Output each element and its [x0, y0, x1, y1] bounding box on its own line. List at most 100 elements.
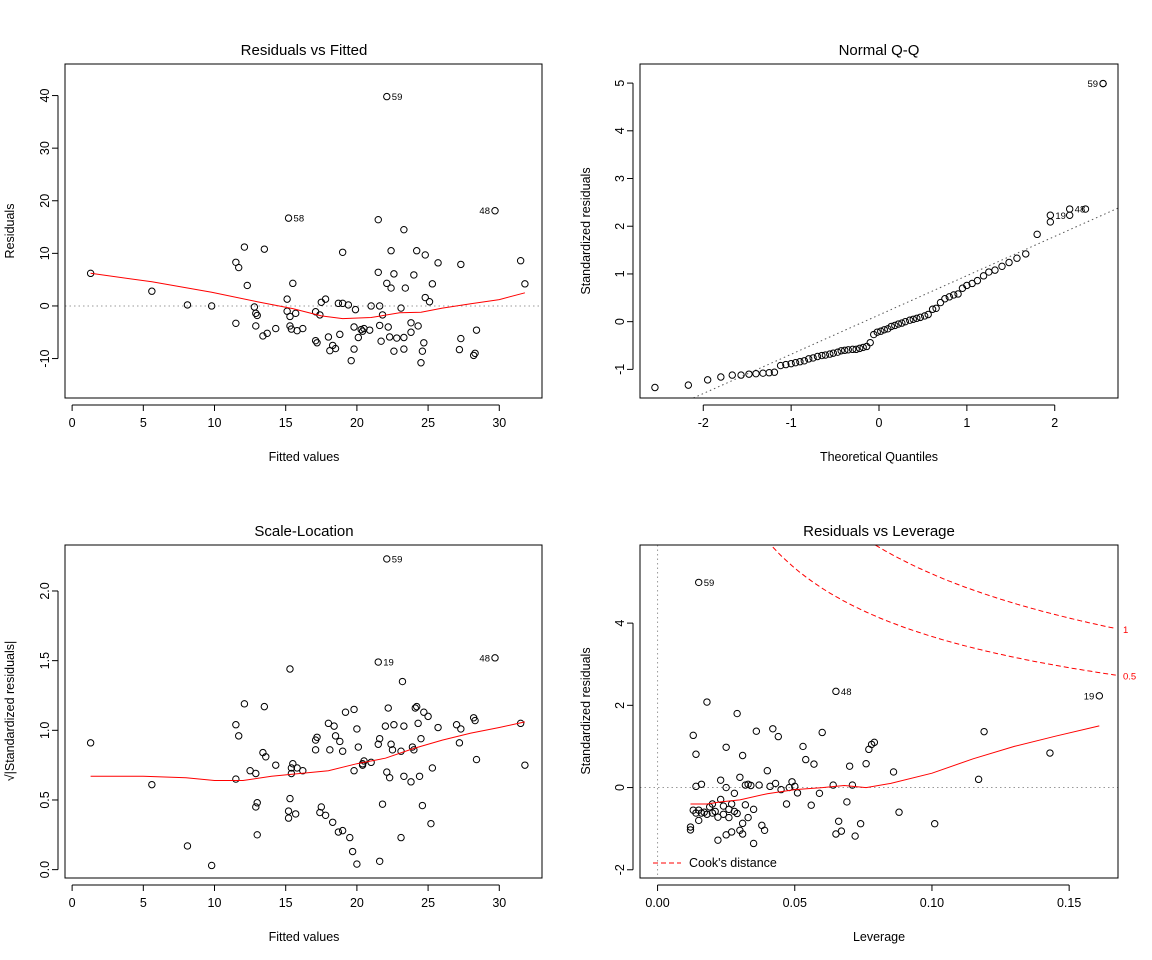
point-label: 48 [1075, 205, 1086, 216]
data-point [367, 758, 375, 767]
plot-title: Residuals vs Leverage [803, 523, 955, 540]
data-point [253, 311, 261, 320]
data-point [738, 751, 747, 760]
data-point [397, 833, 405, 842]
data-point [818, 728, 826, 737]
data-point [796, 358, 804, 366]
data-point [810, 760, 818, 768]
data-point [980, 727, 988, 736]
data-point [744, 813, 752, 822]
y-tick-label: 30 [38, 141, 52, 155]
data-point [703, 376, 712, 384]
data-point [358, 760, 367, 768]
data-point [855, 344, 864, 353]
data-point [207, 302, 216, 310]
data-point [407, 328, 415, 336]
y-tick-label: -1 [613, 364, 627, 375]
data-point [260, 702, 269, 711]
data-point [289, 760, 297, 768]
data-point [807, 801, 815, 809]
y-tick-label: 0.0 [38, 861, 52, 878]
data-point [148, 287, 156, 295]
data-point [695, 578, 703, 587]
data-point [434, 723, 442, 732]
data-point [232, 721, 240, 729]
data-point [719, 810, 728, 818]
data-point [250, 303, 259, 311]
data-point [291, 810, 300, 818]
x-tick-label: 0 [876, 416, 883, 430]
data-point [398, 677, 407, 686]
data-point [821, 351, 830, 359]
x-tick-label: 0 [69, 416, 76, 430]
data-point [516, 257, 525, 265]
data-point [491, 654, 499, 662]
data-point [738, 819, 747, 828]
data-point [383, 768, 391, 776]
data-point [759, 369, 767, 377]
data-point [719, 802, 728, 810]
data-point [805, 355, 813, 363]
x-tick-label: 5 [140, 416, 147, 430]
point-label: 48 [479, 653, 490, 664]
data-point [457, 334, 465, 343]
data-point [383, 92, 391, 101]
data-point [954, 290, 962, 298]
data-point [86, 739, 95, 747]
data-point [747, 781, 755, 790]
data-point [716, 776, 725, 784]
x-tick-label: -2 [698, 416, 709, 430]
y-tick-label: 4 [613, 127, 627, 134]
data-point [377, 337, 385, 345]
data-point [877, 327, 885, 335]
data-point [148, 780, 156, 789]
data-point [235, 732, 243, 740]
data-point [418, 347, 427, 355]
data-point [686, 823, 695, 831]
data-point [317, 803, 325, 811]
data-point [415, 772, 424, 780]
data-point [338, 826, 347, 835]
data-point [859, 343, 867, 352]
data-point [741, 801, 750, 809]
data-point [787, 359, 795, 368]
data-point [782, 800, 791, 808]
data-point [434, 259, 442, 267]
data-point [973, 276, 982, 285]
point-label: 19 [1055, 211, 1066, 222]
y-tick-label: 5 [613, 80, 627, 87]
data-point [374, 215, 382, 224]
data-point [472, 326, 481, 334]
data-point [760, 826, 769, 835]
y-tick-label: -10 [38, 349, 52, 367]
data-point [311, 746, 320, 754]
data-point [393, 334, 401, 342]
data-point [924, 310, 932, 319]
data-point [400, 225, 408, 234]
data-point [336, 737, 344, 746]
data-point [832, 687, 840, 696]
data-point [936, 298, 945, 307]
data-point [894, 320, 903, 328]
data-point [375, 857, 384, 865]
data-point [384, 704, 392, 712]
smoother-line [690, 725, 1100, 805]
data-point [240, 700, 249, 708]
data-point [722, 743, 730, 751]
data-point [387, 284, 395, 292]
data-point [321, 295, 330, 303]
data-point [469, 351, 478, 360]
data-point [421, 293, 429, 302]
data-point [737, 371, 745, 379]
data-point [374, 658, 382, 666]
y-tick-label: 40 [38, 89, 52, 103]
data-point [873, 328, 881, 336]
data-point [400, 772, 408, 780]
data-point [253, 831, 261, 839]
data-point [1065, 205, 1074, 213]
point-label: 19 [1084, 691, 1095, 702]
qq-reference-line [692, 207, 1118, 398]
point-label: 59 [704, 578, 715, 589]
data-point [252, 322, 260, 330]
cooks-distance-contour [874, 545, 1116, 629]
